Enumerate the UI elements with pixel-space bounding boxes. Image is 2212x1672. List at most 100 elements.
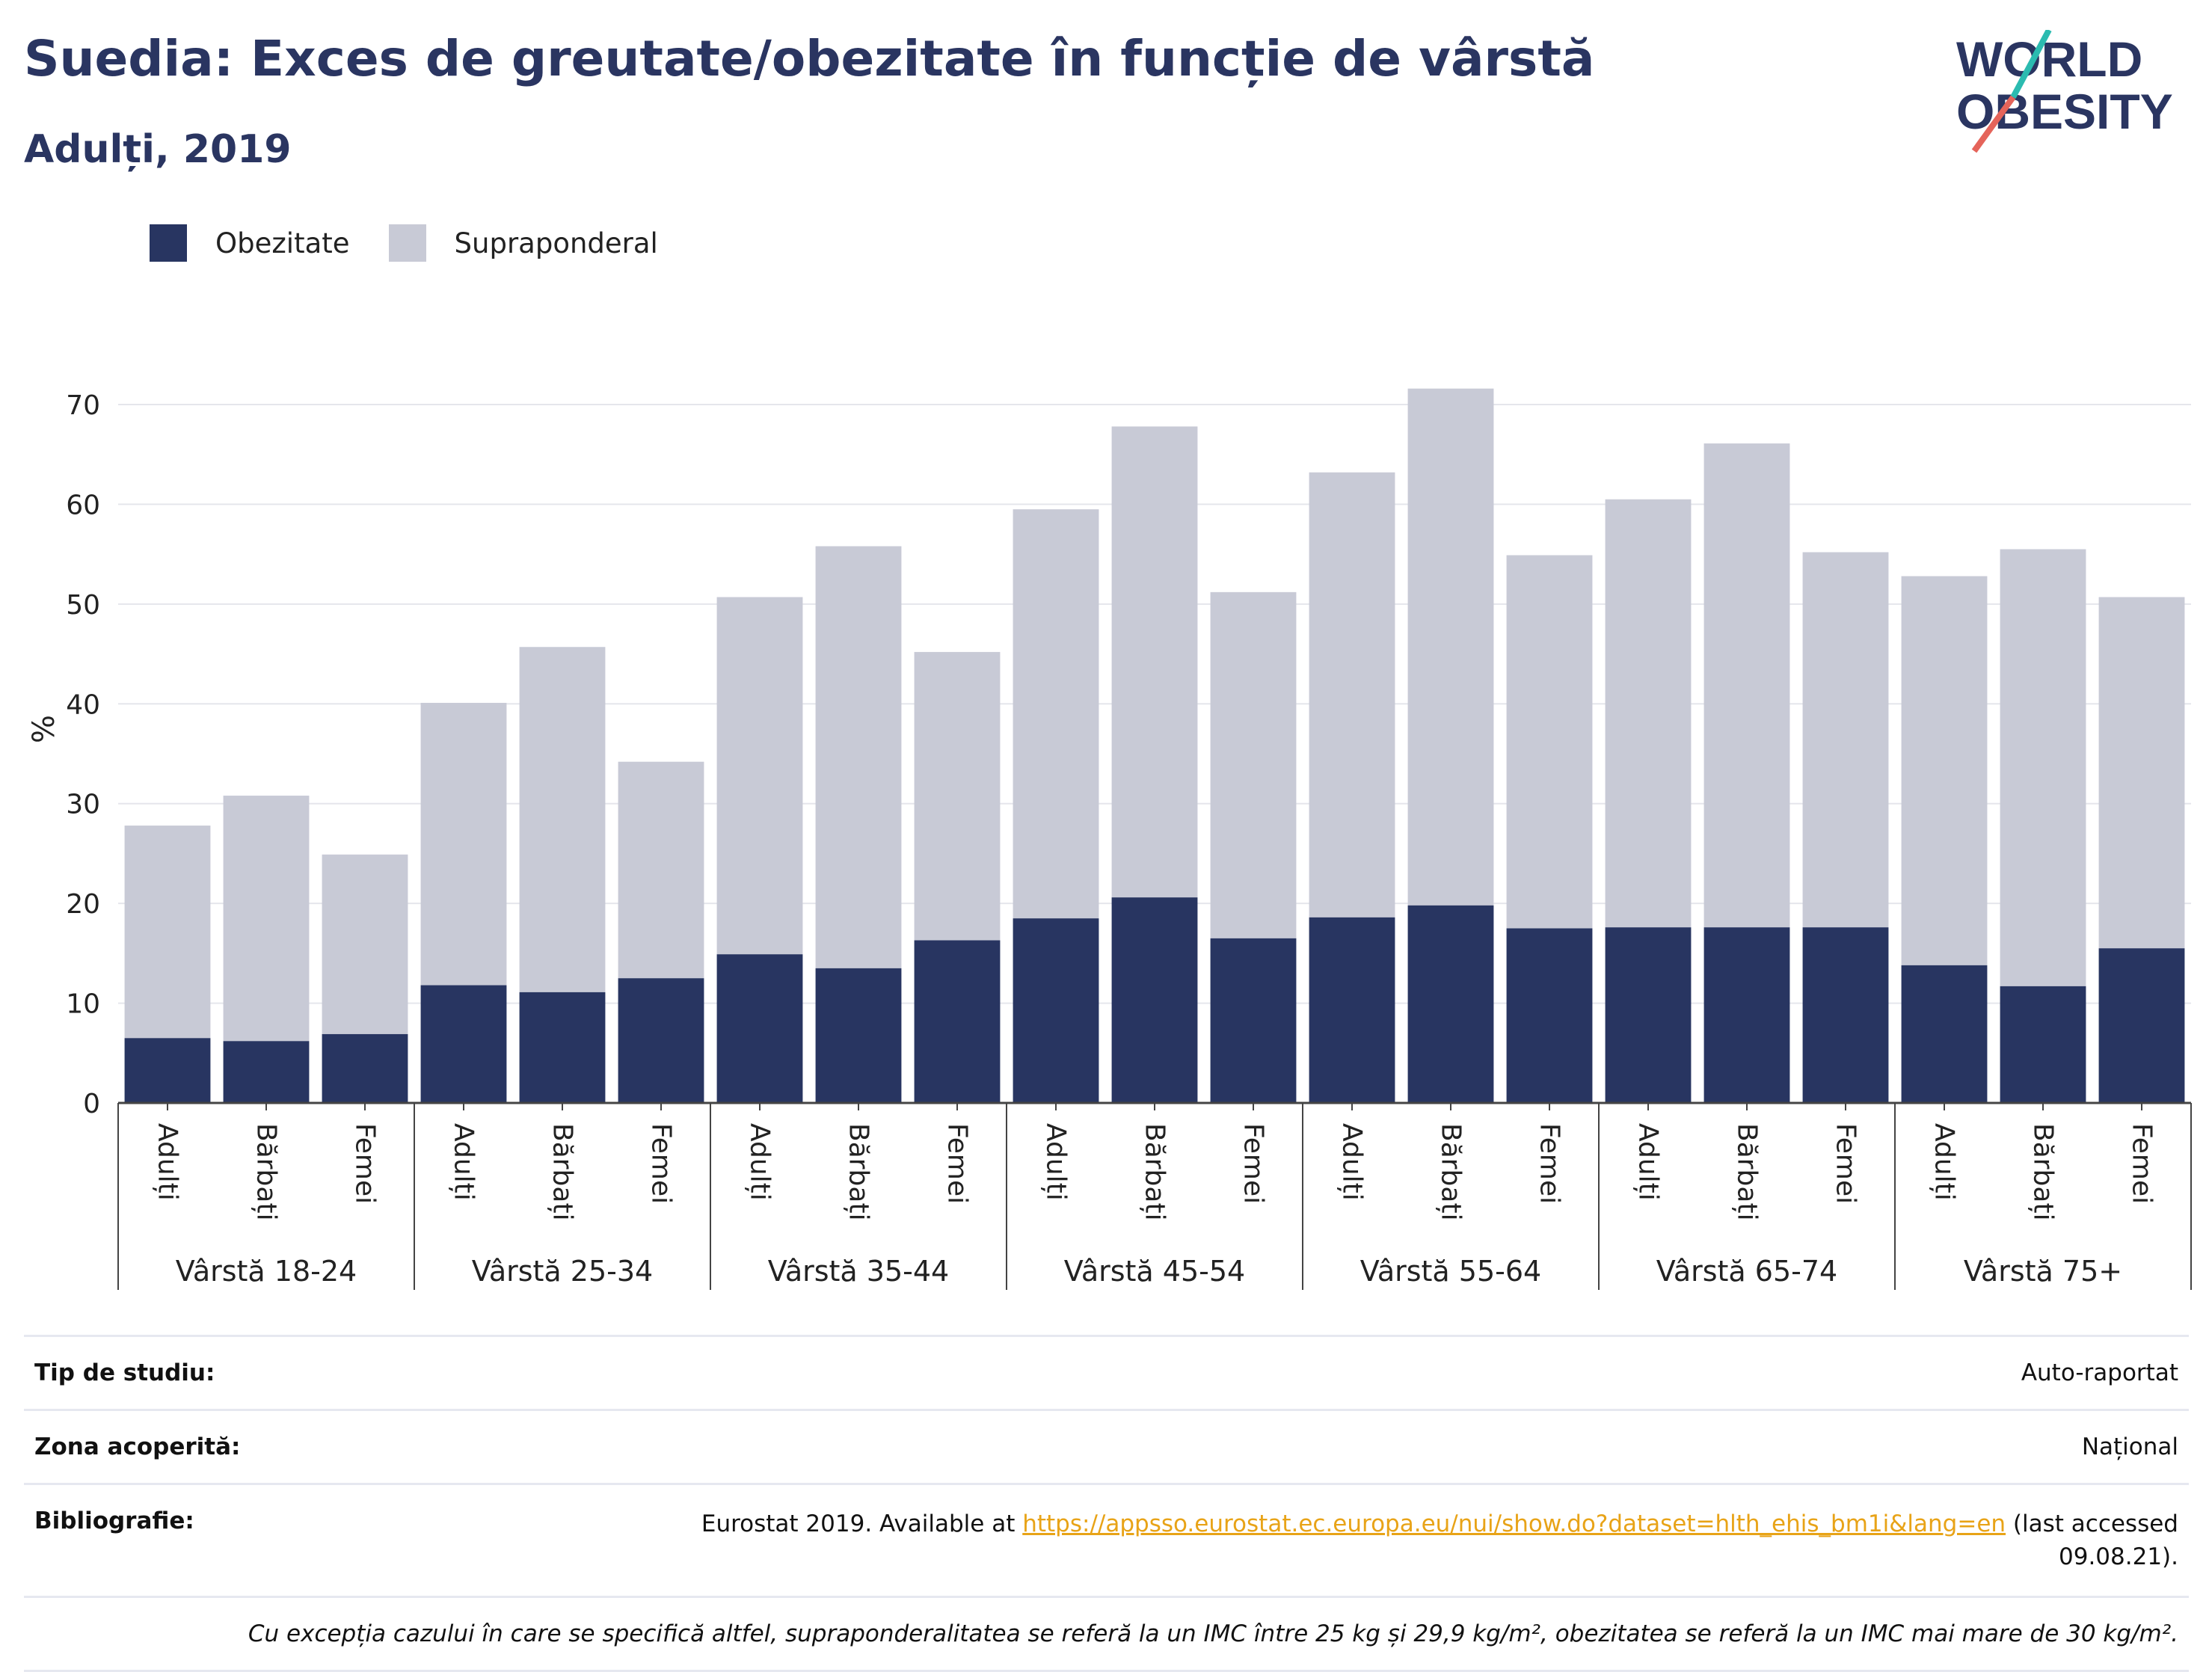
legend: Obezitate Supraponderal <box>150 221 697 265</box>
legend-item-overweight: Supraponderal <box>388 224 658 262</box>
info-table: Tip de studiu: Auto-raportat Zona acoper… <box>24 1335 2189 1672</box>
bar-overweight <box>322 854 408 1034</box>
logo-slash-teal <box>2010 30 2052 99</box>
bar-obesity <box>1013 918 1099 1103</box>
bar-obesity <box>914 940 1001 1103</box>
x-category-label: Bărbați <box>844 1123 874 1221</box>
bibliography-prefix: Eurostat 2019. Available at <box>701 1510 1023 1537</box>
bar-overweight <box>519 647 606 992</box>
area-label: Zona acoperită: <box>34 1433 241 1460</box>
y-axis-label: % <box>27 715 61 743</box>
x-group-label: Vârstă 55-64 <box>1360 1255 1541 1288</box>
x-category-label: Adulți <box>1929 1123 1960 1201</box>
bar-obesity <box>519 992 606 1103</box>
x-category-label: Femei <box>942 1123 973 1204</box>
bar-overweight <box>124 826 211 1039</box>
bar-overweight <box>223 796 310 1042</box>
y-tick-label: 30 <box>66 790 100 820</box>
x-group-label: Vârstă 65-74 <box>1656 1255 1837 1288</box>
info-row-bibliography: Bibliografie: Eurostat 2019. Available a… <box>24 1483 2189 1596</box>
world-obesity-logo: WORLD OBESITY <box>1956 30 2173 153</box>
y-tick-label: 40 <box>66 689 100 720</box>
bar-obesity <box>1111 897 1198 1103</box>
y-tick-label: 60 <box>66 490 100 520</box>
x-category-label: Adulți <box>449 1123 479 1201</box>
bar-overweight <box>716 597 803 955</box>
bar-obesity <box>1901 965 1988 1103</box>
y-tick-label: 0 <box>83 1089 100 1119</box>
study-type-label: Tip de studiu: <box>34 1359 215 1386</box>
x-category-label: Adulți <box>1633 1123 1664 1201</box>
bar-obesity <box>1802 927 1889 1103</box>
bar-obesity <box>322 1033 408 1103</box>
bar-overweight <box>1901 576 1988 965</box>
info-row-study-type: Tip de studiu: Auto-raportat <box>24 1335 2189 1409</box>
bibliography-value: Eurostat 2019. Available at https://apps… <box>638 1507 2178 1573</box>
area-value: Național <box>2081 1433 2178 1460</box>
bar-overweight <box>1407 388 1494 906</box>
y-tick-label: 20 <box>66 889 100 920</box>
x-category-label: Bărbați <box>1140 1123 1170 1221</box>
x-category-label: Bărbați <box>2028 1123 2059 1221</box>
x-category-label: Adulți <box>1337 1123 1368 1201</box>
x-category-label: Adulți <box>153 1123 183 1201</box>
legend-label-overweight: Supraponderal <box>454 227 658 259</box>
x-group-label: Vârstă 18-24 <box>176 1255 357 1288</box>
x-category-label: Femei <box>350 1123 381 1204</box>
x-category-label: Femei <box>646 1123 677 1204</box>
study-type-value: Auto-raportat <box>2021 1359 2178 1386</box>
legend-label-obesity: Obezitate <box>215 227 350 259</box>
x-category-label: Femei <box>1238 1123 1269 1204</box>
bar-obesity <box>618 978 704 1103</box>
info-row-note: Cu excepția cazului în care se specifică… <box>24 1596 2189 1672</box>
x-category-label: Femei <box>1534 1123 1565 1204</box>
legend-swatch-overweight <box>388 224 426 262</box>
x-category-label: Adulți <box>1041 1123 1072 1201</box>
bar-obesity <box>2098 948 2185 1103</box>
bar-obesity <box>716 954 803 1103</box>
bar-obesity <box>1309 917 1395 1103</box>
bar-overweight <box>1210 591 1297 938</box>
legend-item-obesity: Obezitate <box>150 224 350 262</box>
page-subtitle: Adulți, 2019 <box>24 127 292 172</box>
bibliography-suffix: (last accessed 09.08.21). <box>2006 1510 2178 1571</box>
x-category-label: Bărbați <box>251 1123 282 1221</box>
bar-obesity <box>1506 928 1593 1103</box>
bar-overweight <box>2098 597 2185 949</box>
bar-obesity <box>1703 927 1790 1103</box>
bar-obesity <box>1210 938 1297 1103</box>
bar-overweight <box>914 651 1001 941</box>
x-group-label: Vârstă 25-34 <box>472 1255 653 1288</box>
bar-overweight <box>1013 509 1099 919</box>
bar-overweight <box>420 702 507 986</box>
bar-obesity <box>1407 905 1494 1103</box>
x-category-label: Bărbați <box>1436 1123 1466 1221</box>
x-group-label: Vârstă 75+ <box>1964 1255 2122 1288</box>
bibliography-label: Bibliografie: <box>34 1507 194 1534</box>
y-tick-label: 10 <box>66 989 100 1020</box>
x-category-label: Femei <box>2127 1123 2157 1204</box>
bar-obesity <box>420 985 507 1103</box>
bar-obesity <box>815 968 902 1103</box>
bar-overweight <box>1506 555 1593 929</box>
logo-line1: WORLD <box>1956 31 2142 87</box>
bar-obesity <box>2000 986 2086 1103</box>
y-tick-label: 70 <box>66 390 100 421</box>
bibliography-link[interactable]: https://appsso.eurostat.ec.europa.eu/nui… <box>1022 1510 2006 1537</box>
legend-swatch-obesity <box>150 224 187 262</box>
bar-overweight <box>1111 426 1198 898</box>
bar-overweight <box>618 761 704 979</box>
bar-overweight <box>2000 549 2086 986</box>
bar-overweight <box>1703 443 1790 928</box>
bar-obesity <box>124 1038 211 1103</box>
y-tick-label: 50 <box>66 590 100 621</box>
bar-overweight <box>815 546 902 968</box>
x-group-label: Vârstă 45-54 <box>1064 1255 1245 1288</box>
footnote: Cu excepția cazului în care se specifică… <box>248 1620 2178 1648</box>
bar-overweight <box>1802 552 1889 928</box>
bar-overweight <box>1309 472 1395 918</box>
bar-overweight <box>1605 499 1692 928</box>
x-category-label: Bărbați <box>547 1123 578 1221</box>
stacked-bar-chart: 0 10 20 30 40 50 60 70% Adulți Bărbați Femei Vârstă… <box>27 388 2192 1290</box>
x-category-label: Bărbați <box>1732 1123 1763 1221</box>
